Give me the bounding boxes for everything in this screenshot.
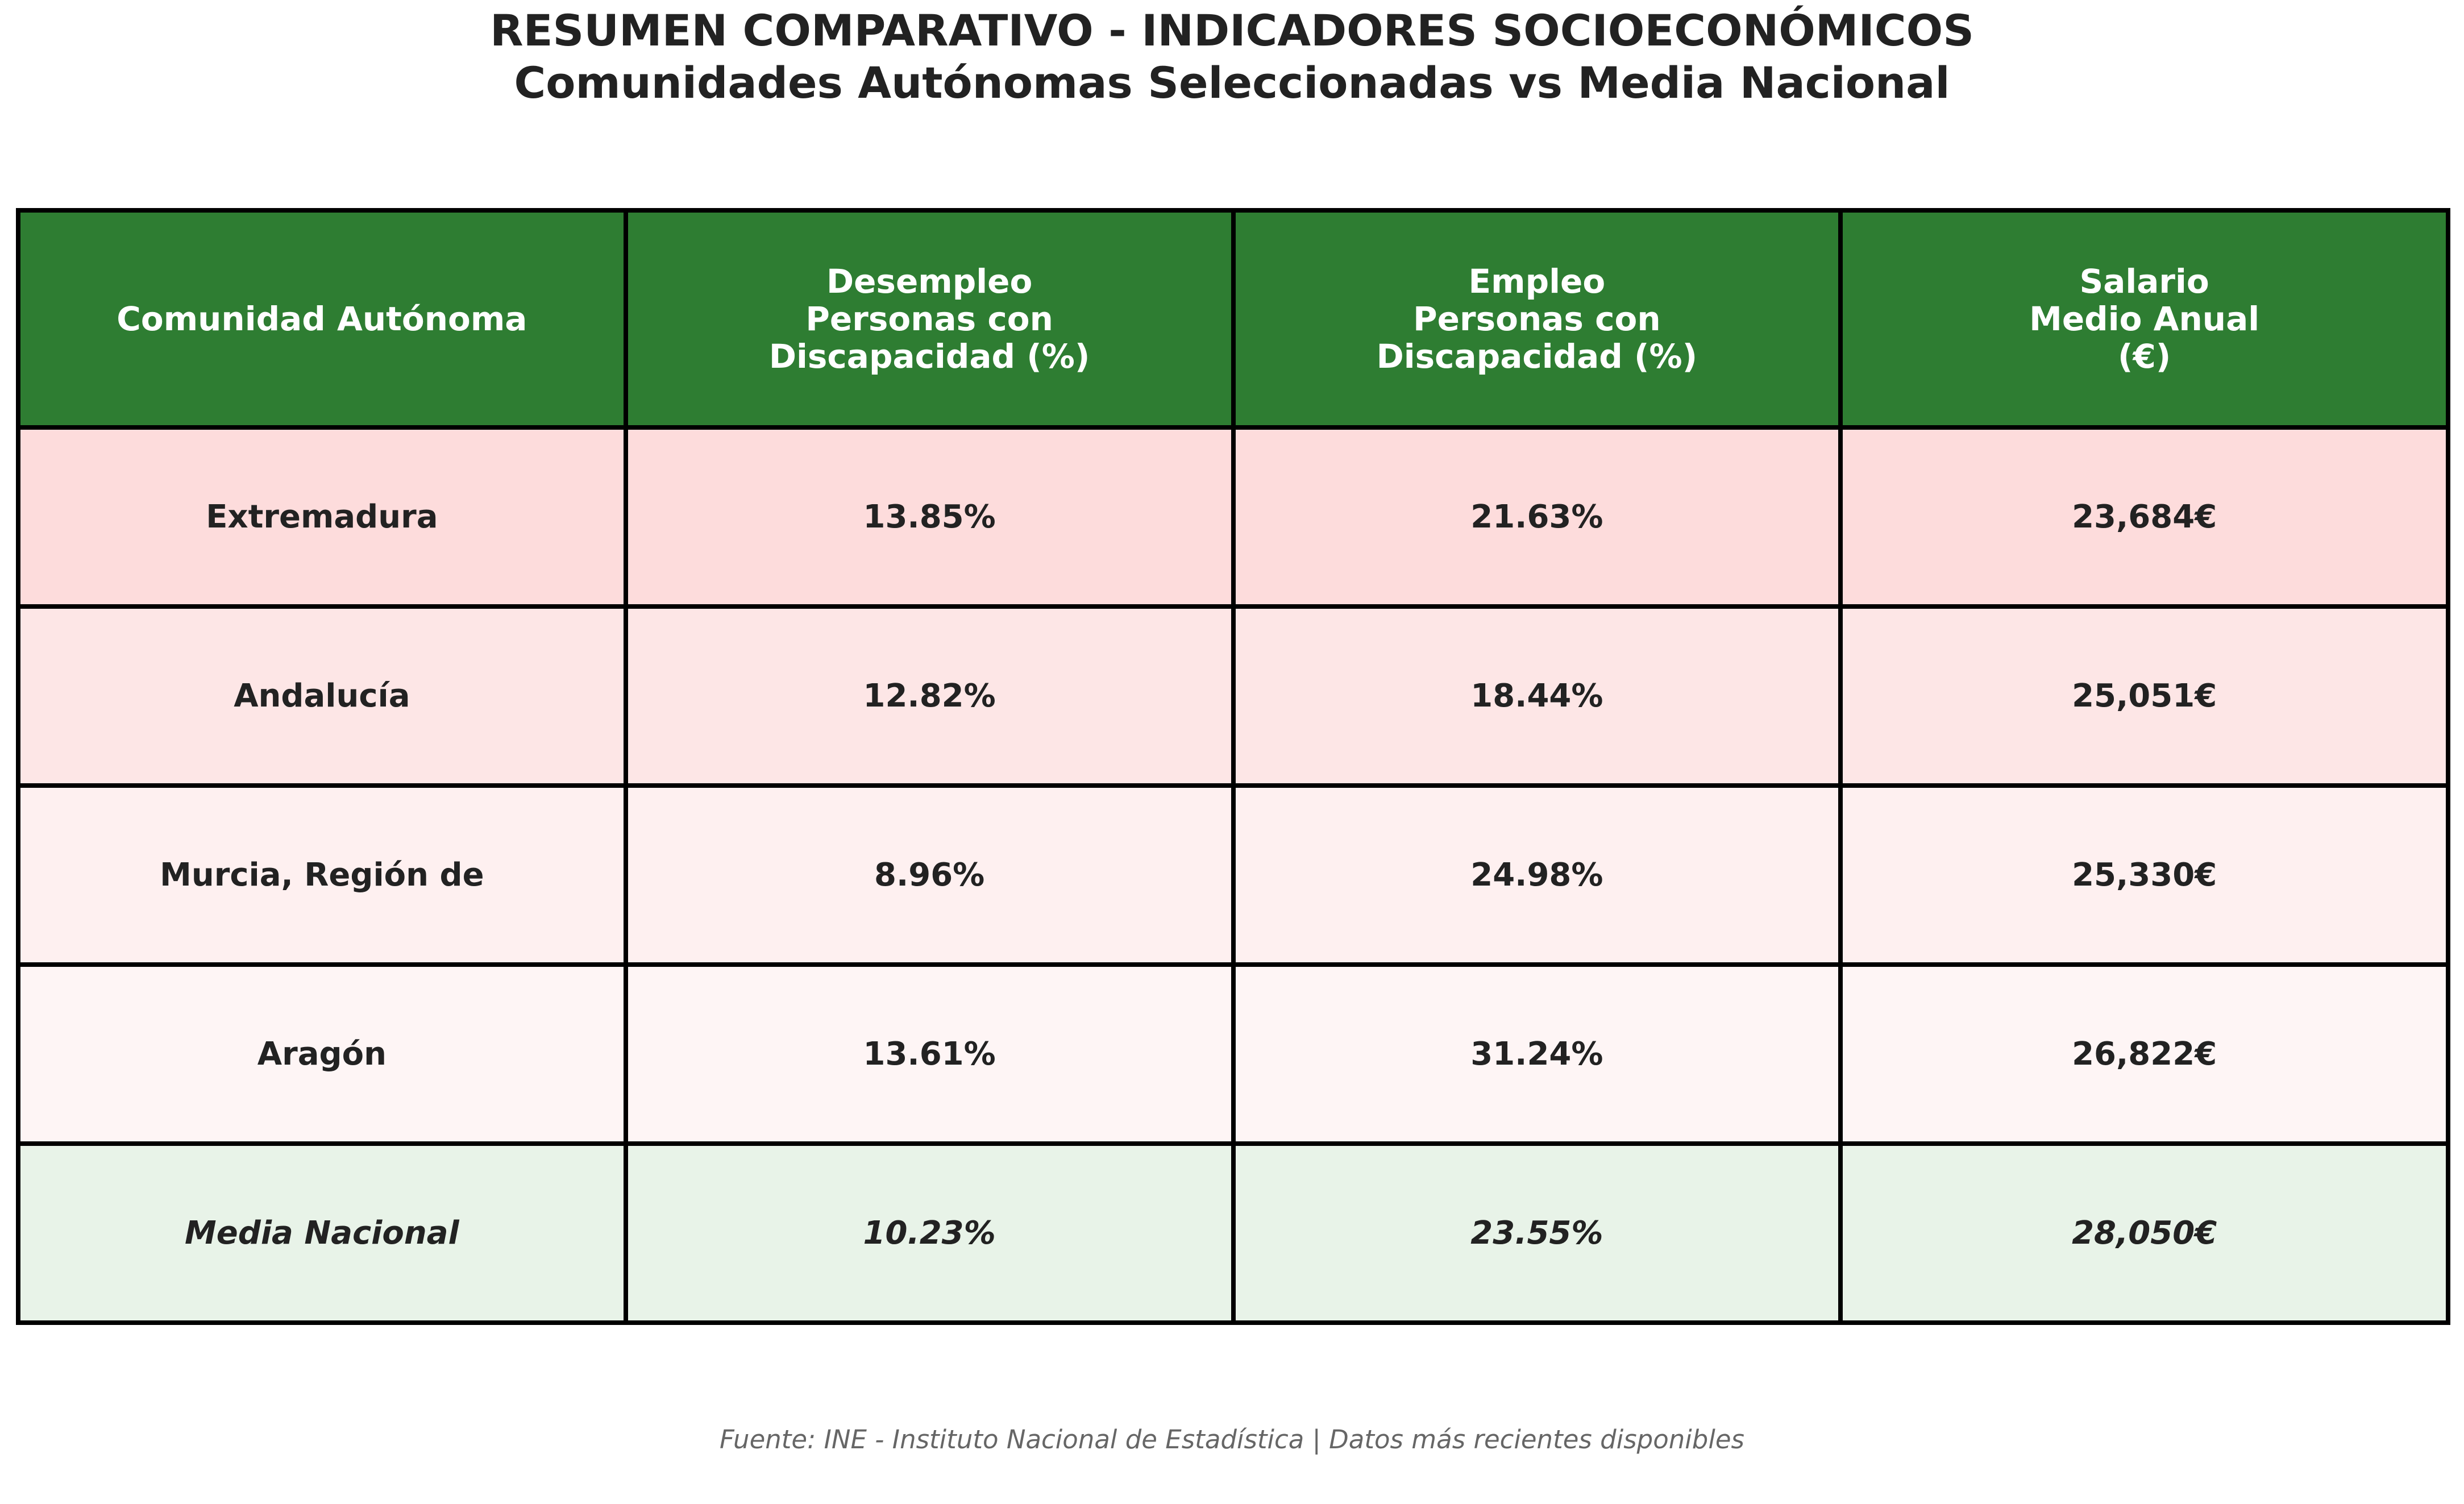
cell-desempleo: 8.96% bbox=[623, 783, 1236, 967]
table-row: Murcia, Región de 8.96% 24.98% 25,330€ bbox=[16, 783, 2450, 967]
summary-table: Comunidad Autónoma Desempleo Personas co… bbox=[16, 208, 2450, 1325]
cell-salario: 25,051€ bbox=[1838, 604, 2450, 788]
table-row: Aragón 13.61% 31.24% 26,822€ bbox=[16, 962, 2450, 1146]
cell-empleo: 18.44% bbox=[1231, 604, 1843, 788]
header-row: Comunidad Autónoma Desempleo Personas co… bbox=[16, 208, 2450, 430]
source-footnote: Fuente: INE - Instituto Nacional de Esta… bbox=[720, 1424, 1744, 1455]
title-line-1: RESUMEN COMPARATIVO - INDICADORES SOCIOE… bbox=[490, 5, 1974, 56]
cell-salario: 25,330€ bbox=[1838, 783, 2450, 967]
header-cell-salario: Salario Medio Anual (€) bbox=[1838, 208, 2450, 430]
header-cell-desempleo: Desempleo Personas con Discapacidad (%) bbox=[623, 208, 1236, 430]
cell-comunidad: Extremadura bbox=[16, 425, 628, 609]
cell-desempleo: 12.82% bbox=[623, 604, 1236, 788]
cell-comunidad: Aragón bbox=[16, 962, 628, 1146]
cell-comunidad: Media Nacional bbox=[16, 1141, 628, 1325]
cell-empleo: 21.63% bbox=[1231, 425, 1843, 609]
table-row: Andalucía 12.82% 18.44% 25,051€ bbox=[16, 604, 2450, 788]
cell-empleo: 24.98% bbox=[1231, 783, 1843, 967]
cell-comunidad: Andalucía bbox=[16, 604, 628, 788]
cell-empleo: 31.24% bbox=[1231, 962, 1843, 1146]
header-cell-comunidad: Comunidad Autónoma bbox=[16, 208, 628, 430]
title-line-2: Comunidades Autónomas Seleccionadas vs M… bbox=[514, 57, 1950, 108]
cell-desempleo: 13.61% bbox=[623, 962, 1236, 1146]
header-cell-empleo: Empleo Personas con Discapacidad (%) bbox=[1231, 208, 1843, 430]
table-row: Extremadura 13.85% 21.63% 23,684€ bbox=[16, 425, 2450, 609]
cell-salario: 28,050€ bbox=[1838, 1141, 2450, 1325]
cell-empleo: 23.55% bbox=[1231, 1141, 1843, 1325]
chart-title: RESUMEN COMPARATIVO - INDICADORES SOCIOE… bbox=[0, 5, 2464, 109]
cell-desempleo: 13.85% bbox=[623, 425, 1236, 609]
cell-desempleo: 10.23% bbox=[623, 1141, 1236, 1325]
cell-salario: 23,684€ bbox=[1838, 425, 2450, 609]
cell-comunidad: Murcia, Región de bbox=[16, 783, 628, 967]
table-row-media-nacional: Media Nacional 10.23% 23.55% 28,050€ bbox=[16, 1141, 2450, 1325]
cell-salario: 26,822€ bbox=[1838, 962, 2450, 1146]
